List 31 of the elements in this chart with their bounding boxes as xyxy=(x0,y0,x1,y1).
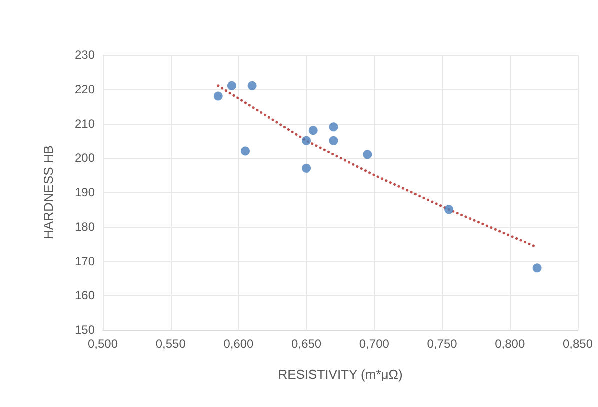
y-tick-label: 150 xyxy=(74,323,96,337)
point xyxy=(308,126,318,136)
y-tick-label: 220 xyxy=(74,82,96,96)
x-tick-label: 0,700 xyxy=(359,337,390,351)
point xyxy=(444,205,454,214)
x-tick-label: 0,550 xyxy=(156,337,186,351)
y-tick-label: 180 xyxy=(74,220,96,234)
x-tick-label: 0,850 xyxy=(562,337,594,351)
point xyxy=(248,81,257,90)
point xyxy=(302,164,312,173)
point xyxy=(227,81,236,90)
x-axis-title: RESISTIVITY (m*μΩ) xyxy=(278,367,403,382)
x-tick-label: 0,500 xyxy=(88,337,118,351)
y-tick-label: 160 xyxy=(74,288,96,303)
y-tick-label: 200 xyxy=(74,151,96,166)
point xyxy=(532,264,542,273)
x-tick-label: 0,750 xyxy=(427,337,458,351)
point xyxy=(329,136,338,146)
point xyxy=(302,136,312,146)
y-tick-label: 170 xyxy=(74,254,96,268)
point xyxy=(214,92,223,101)
y-tick-label: 190 xyxy=(74,186,96,200)
y-tick-label: 210 xyxy=(74,116,96,131)
point xyxy=(363,150,372,160)
y-tick-label: 230 xyxy=(74,48,96,62)
x-tick-label: 0,650 xyxy=(292,337,322,351)
point xyxy=(329,122,338,132)
x-tick-label: 0,600 xyxy=(224,337,254,351)
y-axis-title: HARDNESS HB xyxy=(41,146,56,240)
x-tick-label: 0,800 xyxy=(495,337,526,351)
point xyxy=(241,146,250,156)
